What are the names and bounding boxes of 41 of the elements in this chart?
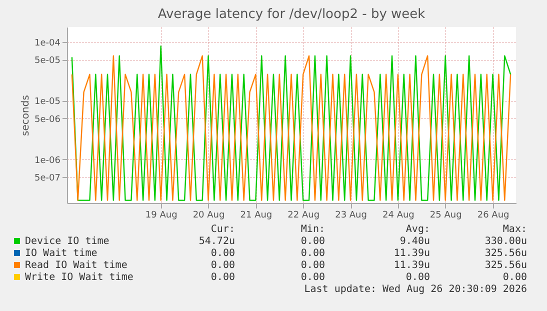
legend-label: Write IO Wait time xyxy=(25,272,134,283)
x-tick-label: 24 Aug xyxy=(382,210,414,220)
text: Cur: xyxy=(210,224,235,235)
text: 11.39u xyxy=(394,248,430,259)
text: 9.40u xyxy=(400,236,430,247)
x-tick-label: 25 Aug xyxy=(430,210,462,220)
text: Min: xyxy=(300,224,325,235)
x-tick-label: 21 Aug xyxy=(240,210,272,220)
y-tick-label: 5e-05 xyxy=(34,56,60,66)
y-tick-label: 5e-07 xyxy=(34,173,60,184)
x-tick-label: 19 Aug xyxy=(145,210,178,220)
text: 0.00 xyxy=(300,260,325,271)
text: 0.00 xyxy=(300,272,325,283)
text: 325.56u xyxy=(484,248,527,259)
text: Last update: Wed Aug 26 20:30:09 2026 xyxy=(304,284,527,295)
legend-label: Read IO Wait time xyxy=(25,260,128,271)
legend-label: IO Wait time xyxy=(25,248,98,259)
text: 330.00u xyxy=(484,236,527,247)
y-tick-label: 1e-06 xyxy=(34,156,61,166)
text: Max: xyxy=(502,224,527,235)
text: 11.39u xyxy=(394,260,430,271)
y-axis-title: seconds xyxy=(20,95,32,136)
text: 54.72u xyxy=(198,236,235,247)
text: 0.00 xyxy=(210,260,235,271)
x-tick-label: 22 Aug xyxy=(288,210,320,220)
y-tick-label: 5e-06 xyxy=(34,114,61,125)
chart-title: Average latency for /dev/loop2 - by week xyxy=(158,7,426,22)
text: 0.00 xyxy=(210,272,235,283)
text: 0.00 xyxy=(406,272,430,283)
x-tick-label: 26 Aug xyxy=(477,210,510,220)
y-tick-label: 1e-05 xyxy=(34,97,60,108)
text: 325.56u xyxy=(484,260,527,271)
y-tick-label: 1e-04 xyxy=(34,38,61,48)
x-tick-label: 23 Aug xyxy=(335,210,367,220)
legend-label: Device IO time xyxy=(25,236,110,247)
text: Avg: xyxy=(406,224,430,235)
x-tick-label: 20 Aug xyxy=(192,210,225,220)
text: 0.00 xyxy=(300,248,325,259)
text: 0.00 xyxy=(502,272,527,283)
text: 0.00 xyxy=(210,248,235,259)
text: 0.00 xyxy=(300,236,325,247)
